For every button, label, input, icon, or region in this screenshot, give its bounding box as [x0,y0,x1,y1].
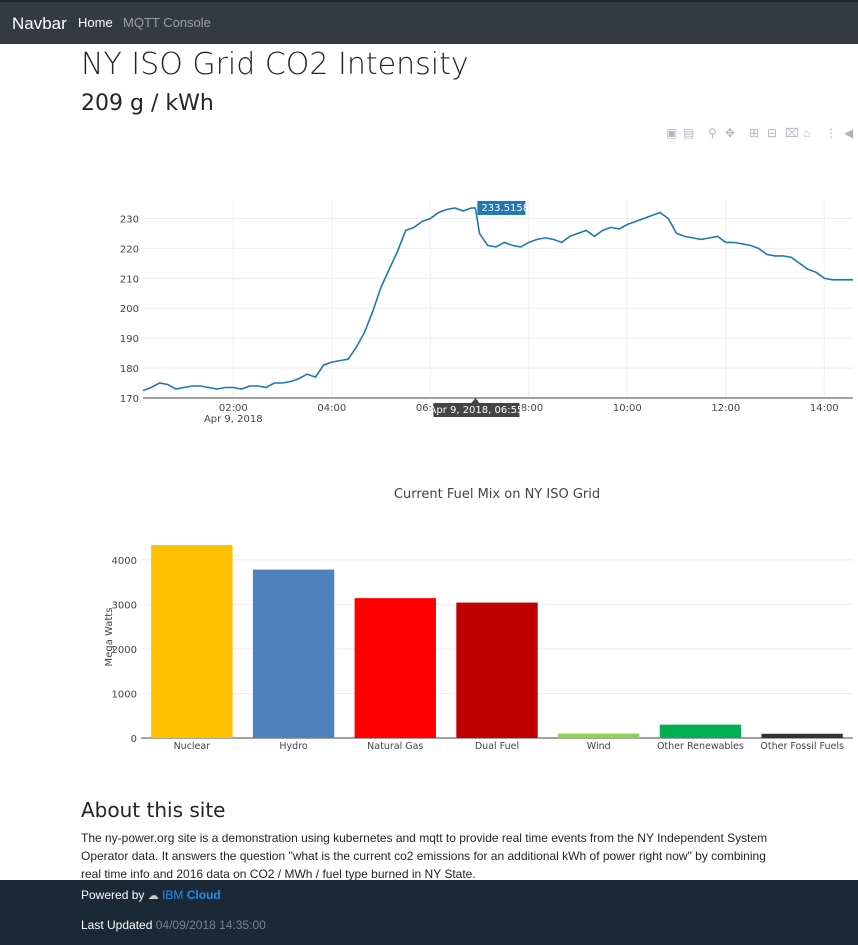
x-tick-label: Other Renewables [657,741,744,752]
last-updated-label: Last Updated [81,918,153,932]
hover-x-label: Apr 9, 2018, 06:55 [430,405,524,416]
x-tick-label: 02:00 [219,403,248,414]
hover-tooltip: 233.5158 Apr 9, 2018, 06:55 [430,200,529,417]
current-intensity-value: 209 g / kWh [81,91,214,116]
camera-icon[interactable]: ▣ [666,126,678,140]
fuel-mix-bar-chart[interactable]: Current Fuel Mix on NY ISO Grid Mega Wat… [0,480,858,760]
nav-link-home[interactable]: Home [78,15,113,30]
x-tick-label: Dual Fuel [475,741,519,752]
bar-other-fossil-fuels [761,733,843,738]
navbar-brand[interactable]: Navbar [12,14,67,33]
x-axis-date-label: Apr 9, 2018 [204,414,263,425]
home-icon[interactable]: ⌂ [803,126,811,140]
nav-link-mqtt-console[interactable]: MQTT Console [123,15,211,30]
about-heading: About this site [81,798,226,822]
bar-natural-gas [354,598,436,738]
bar-other-renewables [659,724,742,738]
x-tick-label: Other Fossil Fuels [760,741,844,752]
bar-nuclear [151,545,233,738]
x-tick-label: Wind [587,741,611,752]
navbar: Navbar Home MQTT Console [0,0,858,44]
y-tick-label: 0 [131,734,137,745]
bar-hydro [252,569,335,738]
bar-dual-fuel [456,602,538,738]
ibm-text: IBM [162,888,184,902]
pan-icon[interactable]: ✥ [725,126,736,140]
x-tick-label: 04:00 [317,403,346,414]
hover-compare-icon[interactable]: ◀ [844,126,854,140]
last-updated: Last Updated 04/09/2018 14:35:00 [81,918,266,932]
y-tick-label: 180 [120,364,139,375]
y-tick-label: 230 [120,214,139,225]
zoom-out-icon[interactable]: ⊟ [767,126,778,140]
x-tick-label: 10:00 [613,403,642,414]
y-tick-label: 200 [120,304,139,315]
x-tick-label: Nuclear [174,741,211,752]
bar-chart-title: Current Fuel Mix on NY ISO Grid [394,487,600,502]
save-icon[interactable]: ▤ [683,126,695,140]
hover-value-label: 233.5158 [481,203,529,214]
bar-wind [558,733,640,738]
y-tick-label: 210 [120,274,139,285]
zoom-icon[interactable]: ⚲ [708,126,717,140]
autoscale-icon[interactable]: ⌧ [785,126,799,140]
cloud-icon: ☁ [147,890,159,902]
y-tick-label: 190 [120,334,139,345]
bar-chart-y-label: Mega Watts [104,608,115,667]
page-title: NY ISO Grid CO2 Intensity [81,47,469,82]
y-tick-label: 3000 [112,600,137,611]
spike-lines-icon[interactable]: ⋮ [825,126,837,140]
ibm-cloud-link[interactable]: IBM Cloud [162,888,221,902]
y-tick-label: 2000 [112,645,137,656]
x-tick-label: 12:00 [711,403,740,414]
y-tick-label: 220 [120,244,139,255]
y-tick-label: 1000 [112,689,137,700]
powered-by: Powered by ☁ IBM Cloud [81,888,221,902]
about-text: The ny-power.org site is a demonstration… [81,831,768,881]
co2-line-chart[interactable]: 170 180 190 200 210 220 230 02:00 04:00 06:00 08:… [0,190,858,630]
zoom-in-icon[interactable]: ⊞ [749,126,760,140]
cloud-text: Cloud [186,888,221,902]
co2-series-line [142,207,853,392]
x-tick-label: Hydro [279,741,307,752]
y-tick-label: 4000 [112,556,137,567]
footer: Powered by ☁ IBM Cloud Last Updated 04/0… [0,880,858,945]
x-tick-label: 06:00 [416,403,445,414]
powered-by-label: Powered by [81,888,145,902]
last-updated-value: 04/09/2018 14:35:00 [155,918,266,932]
x-tick-label: 08:00 [514,403,543,414]
y-tick-label: 170 [120,394,139,405]
x-tick-label: Natural Gas [367,741,423,752]
x-tick-label: 14:00 [810,403,839,414]
